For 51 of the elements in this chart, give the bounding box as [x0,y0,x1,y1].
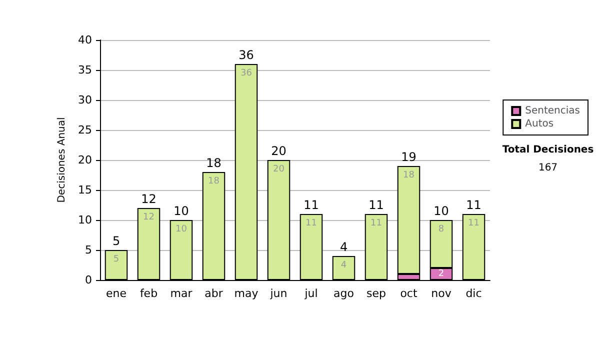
y-tick-label: 20 [78,154,92,166]
data-label: 2 [438,269,444,279]
x-tick-label: jul [304,287,318,300]
y-tick-label: 30 [78,94,92,106]
data-label: 11 [468,218,480,228]
y-tick-label: 40 [78,34,92,46]
data-label: 18 [208,176,220,186]
total-label: 10 [174,204,189,218]
data-label: 8 [438,224,444,234]
data-label: 36 [240,68,252,78]
total-label: 11 [466,198,482,212]
x-tick-label: nov [431,287,452,300]
data-label: 10 [176,224,188,234]
y-axis-title: Decisiones Anual [56,117,68,203]
y-tick-label: 10 [78,214,92,226]
legend-label: Autos [525,118,554,130]
x-tick-label: oct [400,287,418,300]
data-label: 18 [403,170,415,180]
data-label: 5 [113,254,120,264]
data-label: 11 [370,218,382,228]
legend-label: Sentencias [525,106,580,116]
total-label: 11 [304,198,319,212]
total-label: 5 [112,234,120,248]
data-label: 20 [273,164,285,174]
x-tick-label: feb [140,287,158,300]
text: Total Decisiones [502,144,594,156]
total-label: 4 [340,240,348,254]
x-tick-label: ene [106,287,127,300]
x-tick-label: sep [366,287,386,300]
total-label: 12 [141,192,156,206]
x-tick-label: ago [334,287,354,300]
x-tick-label: dic [466,287,482,300]
total-label: 11 [368,198,384,212]
y-tick-label: 35 [78,64,92,76]
x-tick-label: mar [170,287,193,300]
y-tick-label: 0 [85,274,92,286]
y-tick-label: 5 [85,244,92,256]
y-tick-label: 25 [78,124,92,136]
data-label: 4 [340,260,347,270]
x-tick-label: jun [269,287,288,300]
total-label: 19 [401,150,416,164]
y-tick-label: 15 [78,184,92,196]
data-label: 11 [306,218,317,228]
total-label: 10 [434,204,449,218]
x-tick-label: abr [204,287,224,300]
total-label: 18 [206,156,222,170]
text: 167 [538,162,558,174]
x-tick-label: may [234,287,259,300]
total-label: 20 [271,144,286,158]
total-label: 36 [238,48,254,62]
data-label: 12 [143,212,154,222]
